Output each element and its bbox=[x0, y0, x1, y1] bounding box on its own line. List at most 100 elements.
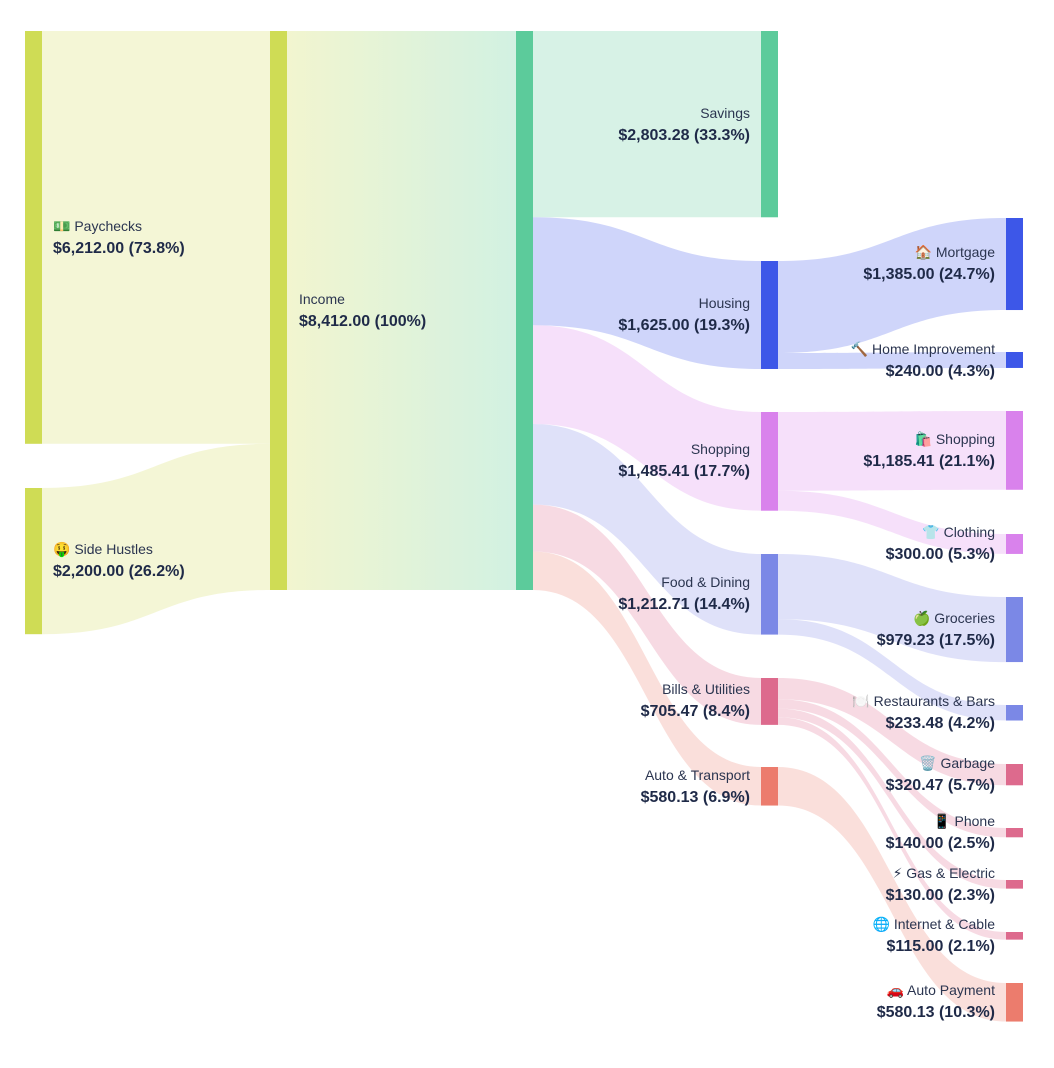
node-bar-restaurants[interactable] bbox=[1006, 705, 1023, 721]
node-label-bills: Bills & Utilities $705.47 (8.4%) bbox=[641, 681, 750, 720]
node-bar-phone[interactable] bbox=[1006, 828, 1023, 838]
flow-income-out-to-shopping-cat[interactable] bbox=[533, 325, 761, 511]
node-label-garbage: 🗑️ Garbage $320.47 (5.7%) bbox=[886, 755, 996, 794]
node-name: 🍽️ Restaurants & Bars bbox=[852, 693, 995, 709]
node-bar-shopping[interactable] bbox=[1006, 411, 1023, 490]
node-value: $6,212.00 (73.8%) bbox=[53, 240, 185, 257]
flow-food-to-groceries[interactable] bbox=[778, 554, 1006, 663]
node-name: ⚡ Gas & Electric bbox=[893, 865, 995, 881]
node-name: 🔨 Home Improvement bbox=[851, 341, 995, 358]
node-value: $130.00 (2.3%) bbox=[886, 887, 995, 904]
node-value: $979.23 (17.5%) bbox=[877, 632, 995, 649]
flow-food-to-restaurants[interactable] bbox=[778, 619, 1006, 721]
node-value: $2,803.28 (33.3%) bbox=[618, 127, 750, 144]
node-label-savings: Savings $2,803.28 (33.3%) bbox=[618, 105, 750, 144]
node-value: $1,385.00 (24.7%) bbox=[863, 266, 995, 283]
node-label-shopping: 🛍️ Shopping $1,185.41 (21.1%) bbox=[863, 431, 995, 470]
node-bar-housing[interactable] bbox=[761, 261, 778, 369]
node-label-auto: Auto & Transport $580.13 (6.9%) bbox=[641, 767, 751, 806]
node-name: 🚗 Auto Payment bbox=[887, 982, 996, 999]
flow-auto-to-auto-payment[interactable] bbox=[778, 767, 1006, 1022]
flow-income-to-income-out[interactable] bbox=[287, 31, 516, 590]
node-bar-groceries[interactable] bbox=[1006, 597, 1023, 663]
node-bar-shopping-cat[interactable] bbox=[761, 412, 778, 511]
node-value: $705.47 (8.4%) bbox=[641, 703, 750, 720]
node-value: $580.13 (10.3%) bbox=[877, 1004, 995, 1021]
node-name: 💵 Paychecks bbox=[53, 218, 142, 234]
flow-income-out-to-bills[interactable] bbox=[533, 504, 761, 725]
flow-income-out-to-food[interactable] bbox=[533, 423, 761, 635]
node-value: $140.00 (2.5%) bbox=[886, 835, 995, 852]
node-bar-internet-cable[interactable] bbox=[1006, 932, 1023, 940]
node-label-home-improvement: 🔨 Home Improvement $240.00 (4.3%) bbox=[851, 341, 995, 380]
node-value: $240.00 (4.3%) bbox=[886, 363, 995, 380]
node-value: $1,485.41 (17.7%) bbox=[618, 463, 750, 480]
flow-housing-to-home-improvement[interactable] bbox=[778, 352, 1006, 369]
node-bar-gas-electric[interactable] bbox=[1006, 880, 1023, 889]
flow-housing-to-mortgage[interactable] bbox=[778, 218, 1006, 354]
node-name: Savings bbox=[700, 105, 750, 121]
flow-income-out-to-auto[interactable] bbox=[533, 551, 761, 806]
node-name: 🤑 Side Hustles bbox=[53, 541, 153, 558]
node-label-clothing: 👕 Clothing $300.00 (5.3%) bbox=[886, 524, 995, 563]
node-label-shopping-cat: Shopping $1,485.41 (17.7%) bbox=[618, 441, 750, 480]
node-label-restaurants: 🍽️ Restaurants & Bars $233.48 (4.2%) bbox=[852, 693, 995, 732]
flow-income-out-to-housing[interactable] bbox=[533, 217, 761, 369]
node-name: Food & Dining bbox=[661, 574, 750, 590]
node-name: 🌐 Internet & Cable bbox=[873, 916, 996, 933]
node-label-auto-payment: 🚗 Auto Payment $580.13 (10.3%) bbox=[877, 982, 995, 1021]
node-bar-home-improvement[interactable] bbox=[1006, 352, 1023, 368]
node-bar-garbage[interactable] bbox=[1006, 764, 1023, 786]
node-bar-food[interactable] bbox=[761, 554, 778, 635]
node-bar-side-hustles[interactable] bbox=[25, 488, 42, 635]
node-bar-bills[interactable] bbox=[761, 678, 778, 725]
node-bar-paychecks[interactable] bbox=[25, 31, 42, 444]
node-bar-savings[interactable] bbox=[761, 31, 778, 218]
flow-bills-to-internet-cable[interactable] bbox=[778, 717, 1006, 940]
node-label-food: Food & Dining $1,212.71 (14.4%) bbox=[618, 574, 750, 613]
node-name: 👕 Clothing bbox=[922, 524, 995, 540]
node-label-gas-electric: ⚡ Gas & Electric $130.00 (2.3%) bbox=[886, 865, 995, 904]
flow-shopping-cat-to-clothing[interactable] bbox=[778, 490, 1006, 554]
node-label-income: Income $8,412.00 (100%) bbox=[299, 291, 426, 330]
node-value: $580.13 (6.9%) bbox=[641, 789, 750, 806]
flow-bills-to-phone[interactable] bbox=[778, 699, 1006, 838]
node-name: Income bbox=[299, 291, 345, 307]
node-value: $1,625.00 (19.3%) bbox=[618, 317, 750, 334]
node-bar-income[interactable] bbox=[270, 31, 287, 590]
node-name: Housing bbox=[699, 295, 750, 311]
node-value: $233.48 (4.2%) bbox=[886, 715, 995, 732]
node-value: $1,212.71 (14.4%) bbox=[618, 596, 750, 613]
node-bar-mortgage[interactable] bbox=[1006, 218, 1023, 311]
node-label-paychecks: 💵 Paychecks $6,212.00 (73.8%) bbox=[53, 218, 185, 257]
node-label-housing: Housing $1,625.00 (19.3%) bbox=[618, 295, 750, 334]
node-value: $1,185.41 (21.1%) bbox=[863, 453, 995, 470]
flow-bills-to-garbage[interactable] bbox=[778, 678, 1006, 786]
node-value: $320.47 (5.7%) bbox=[886, 777, 995, 794]
node-bar-clothing[interactable] bbox=[1006, 534, 1023, 554]
flow-side-hustles-to-income[interactable] bbox=[42, 443, 270, 635]
node-name: Shopping bbox=[691, 441, 750, 457]
node-name: 🛍️ Shopping bbox=[915, 431, 996, 448]
node-label-internet-cable: 🌐 Internet & Cable $115.00 (2.1%) bbox=[873, 916, 996, 955]
flow-income-out-to-savings[interactable] bbox=[533, 31, 761, 218]
flow-bills-to-gas-electric[interactable] bbox=[778, 708, 1006, 889]
node-value: $2,200.00 (26.2%) bbox=[53, 563, 185, 580]
node-bar-auto[interactable] bbox=[761, 767, 778, 806]
node-name: 📱 Phone bbox=[933, 813, 995, 830]
node-bar-auto-payment[interactable] bbox=[1006, 983, 1023, 1022]
node-label-mortgage: 🏠 Mortgage $1,385.00 (24.7%) bbox=[863, 244, 995, 283]
node-name: Bills & Utilities bbox=[662, 681, 750, 697]
node-name: Auto & Transport bbox=[645, 767, 750, 783]
node-name: 🏠 Mortgage bbox=[915, 244, 996, 261]
node-label-groceries: 🍏 Groceries $979.23 (17.5%) bbox=[877, 610, 995, 649]
node-value: $115.00 (2.1%) bbox=[886, 938, 995, 955]
node-label-phone: 📱 Phone $140.00 (2.5%) bbox=[886, 813, 996, 852]
node-value: $300.00 (5.3%) bbox=[886, 546, 995, 563]
node-label-side-hustles: 🤑 Side Hustles $2,200.00 (26.2%) bbox=[53, 541, 185, 580]
node-name: 🗑️ Garbage bbox=[919, 755, 995, 772]
node-bar-income-out[interactable] bbox=[516, 31, 533, 590]
flow-paychecks-to-income[interactable] bbox=[42, 31, 270, 444]
flow-shopping-cat-to-shopping[interactable] bbox=[778, 411, 1006, 491]
